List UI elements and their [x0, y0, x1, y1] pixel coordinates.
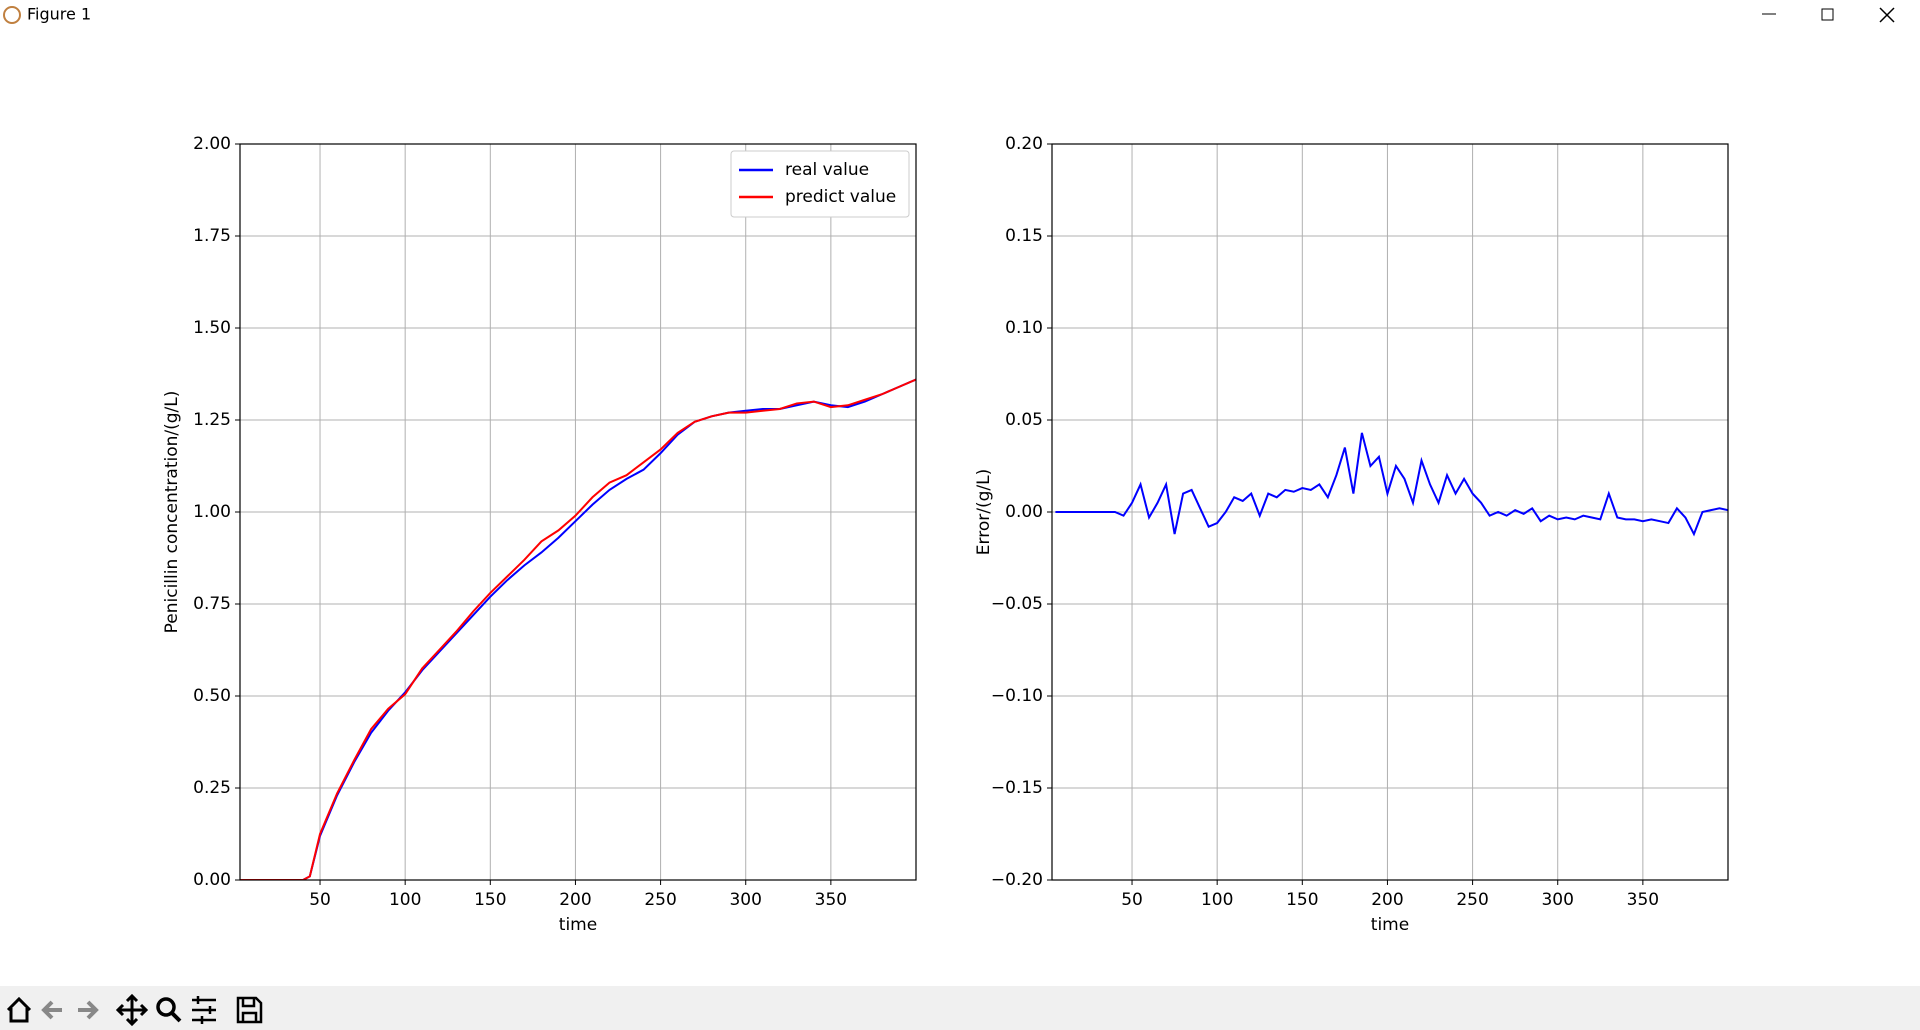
- x-tick-label: 50: [1121, 890, 1143, 910]
- y-tick-label: 0.25: [193, 778, 231, 798]
- y-tick-label: −0.15: [991, 778, 1043, 798]
- y-tick-label: 1.75: [193, 226, 231, 246]
- x-tick-label: 100: [1201, 890, 1233, 910]
- configure-button[interactable]: [192, 996, 216, 1024]
- y-tick-label: −0.10: [991, 686, 1043, 706]
- x-tick-label: 50: [309, 890, 331, 910]
- x-tick-label: 250: [1456, 890, 1488, 910]
- save-button[interactable]: [236, 996, 263, 1024]
- close-button[interactable]: [1879, 7, 1895, 23]
- data-line: [240, 378, 916, 880]
- y-tick-label: 2.00: [193, 134, 231, 154]
- x-axis-label: time: [1371, 915, 1409, 935]
- x-tick-label: 350: [815, 890, 847, 910]
- x-tick-label: 200: [559, 890, 591, 910]
- window-title: Figure 1: [27, 5, 91, 24]
- y-tick-label: 0.10: [1005, 318, 1043, 338]
- y-tick-label: 1.25: [193, 410, 231, 430]
- y-tick-label: −0.05: [991, 594, 1043, 614]
- plot-frame: [239, 143, 917, 881]
- y-tick-label: 0.00: [193, 870, 231, 890]
- zoom-button[interactable]: [156, 997, 182, 1023]
- plot-frame: [1051, 143, 1729, 881]
- x-tick-label: 350: [1627, 890, 1659, 910]
- y-tick-label: 1.00: [193, 502, 231, 522]
- app-icon: [3, 6, 21, 24]
- y-tick-label: 0.05: [1005, 410, 1043, 430]
- legend-label: predict value: [785, 187, 896, 207]
- x-tick-label: 300: [729, 890, 761, 910]
- pan-button[interactable]: [115, 993, 149, 1027]
- back-button[interactable]: [41, 1000, 62, 1020]
- x-tick-label: 200: [1371, 890, 1403, 910]
- restore-button[interactable]: [1821, 8, 1834, 21]
- legend-label: real value: [785, 160, 869, 180]
- x-tick-label: 250: [644, 890, 676, 910]
- x-tick-label: 150: [1286, 890, 1318, 910]
- y-tick-label: 0.15: [1005, 226, 1043, 246]
- x-tick-label: 150: [474, 890, 506, 910]
- data-line: [1055, 432, 1728, 537]
- forward-button[interactable]: [78, 1000, 99, 1020]
- title-bar: [0, 0, 1920, 36]
- data-line: [240, 378, 916, 880]
- y-tick-label: 0.00: [1005, 502, 1043, 522]
- y-tick-label: −0.20: [991, 870, 1043, 890]
- y-tick-label: 0.50: [193, 686, 231, 706]
- legend-frame: [730, 150, 910, 218]
- x-tick-label: 100: [389, 890, 421, 910]
- y-axis-label: Penicillin concentration/(g/L): [162, 391, 182, 634]
- x-tick-label: 300: [1541, 890, 1573, 910]
- y-tick-label: 0.20: [1005, 134, 1043, 154]
- toolbar: [0, 986, 1920, 1030]
- y-axis-label: Error/(g/L): [974, 469, 994, 555]
- home-button[interactable]: [6, 996, 32, 1023]
- y-tick-label: 1.50: [193, 318, 231, 338]
- y-tick-label: 0.75: [193, 594, 231, 614]
- x-axis-label: time: [559, 915, 597, 935]
